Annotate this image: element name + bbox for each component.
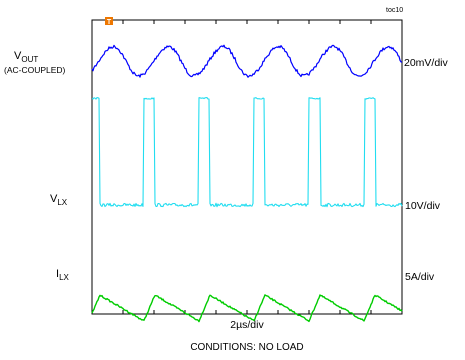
vout-coupling-label: (AC-COUPLED) [4, 65, 66, 75]
plot-frame [91, 19, 403, 315]
division-ticks [122, 20, 372, 314]
vlx-trace [91, 97, 403, 208]
svg-text:T: T [107, 19, 112, 26]
vlx-scale-label: 10V/div [405, 200, 441, 212]
ilx-label: ILX [56, 268, 70, 282]
vout-label: VOUT [14, 50, 38, 64]
vlx-label: VLX [50, 193, 68, 207]
ilx-scale-label: 5A/div [405, 271, 435, 283]
vout-scale-label: 20mV/div [404, 57, 449, 69]
figure-tag: toc10 [386, 7, 403, 14]
x-scale-label: 2µs/div [230, 319, 264, 331]
vout-trace [91, 44, 403, 78]
ilx-trace [91, 294, 403, 323]
conditions-label: CONDITIONS: NO LOAD [190, 342, 303, 353]
trigger-marker: T [105, 17, 113, 26]
